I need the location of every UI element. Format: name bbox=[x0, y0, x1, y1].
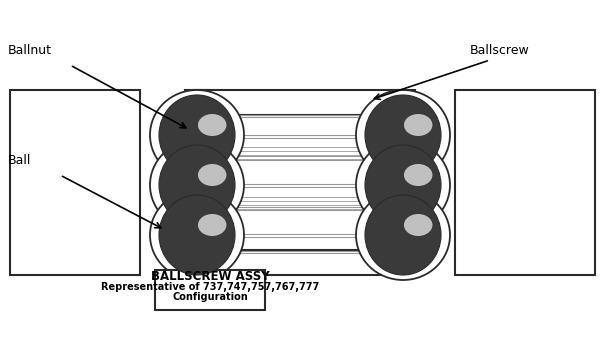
Text: BALLSCREW ASSY: BALLSCREW ASSY bbox=[151, 270, 269, 284]
Text: Ballscrew: Ballscrew bbox=[470, 44, 530, 57]
Ellipse shape bbox=[404, 164, 433, 186]
Ellipse shape bbox=[365, 95, 441, 175]
Bar bbox=[195, 250, 405, 275]
Bar bbox=[10, 90, 140, 275]
Ellipse shape bbox=[198, 214, 226, 236]
Ellipse shape bbox=[356, 190, 450, 280]
Ellipse shape bbox=[150, 140, 244, 230]
Bar bbox=[155, 270, 265, 310]
Ellipse shape bbox=[198, 114, 226, 136]
Ellipse shape bbox=[356, 140, 450, 230]
Text: Configuration: Configuration bbox=[172, 292, 248, 302]
Text: Representative of 737,747,757,767,777: Representative of 737,747,757,767,777 bbox=[101, 282, 319, 292]
Ellipse shape bbox=[404, 114, 433, 136]
Ellipse shape bbox=[150, 90, 244, 180]
Bar bbox=[390, 90, 415, 275]
Ellipse shape bbox=[356, 90, 450, 180]
Text: Ballnut: Ballnut bbox=[8, 44, 52, 57]
Ellipse shape bbox=[365, 195, 441, 275]
Ellipse shape bbox=[198, 164, 226, 186]
Bar bbox=[455, 90, 595, 275]
Ellipse shape bbox=[404, 214, 433, 236]
Ellipse shape bbox=[150, 190, 244, 280]
Bar bbox=[185, 90, 210, 275]
Ellipse shape bbox=[159, 195, 235, 275]
Ellipse shape bbox=[365, 145, 441, 225]
Ellipse shape bbox=[159, 145, 235, 225]
Ellipse shape bbox=[159, 95, 235, 175]
Bar bbox=[195, 90, 405, 115]
Text: Ball: Ball bbox=[8, 153, 31, 166]
